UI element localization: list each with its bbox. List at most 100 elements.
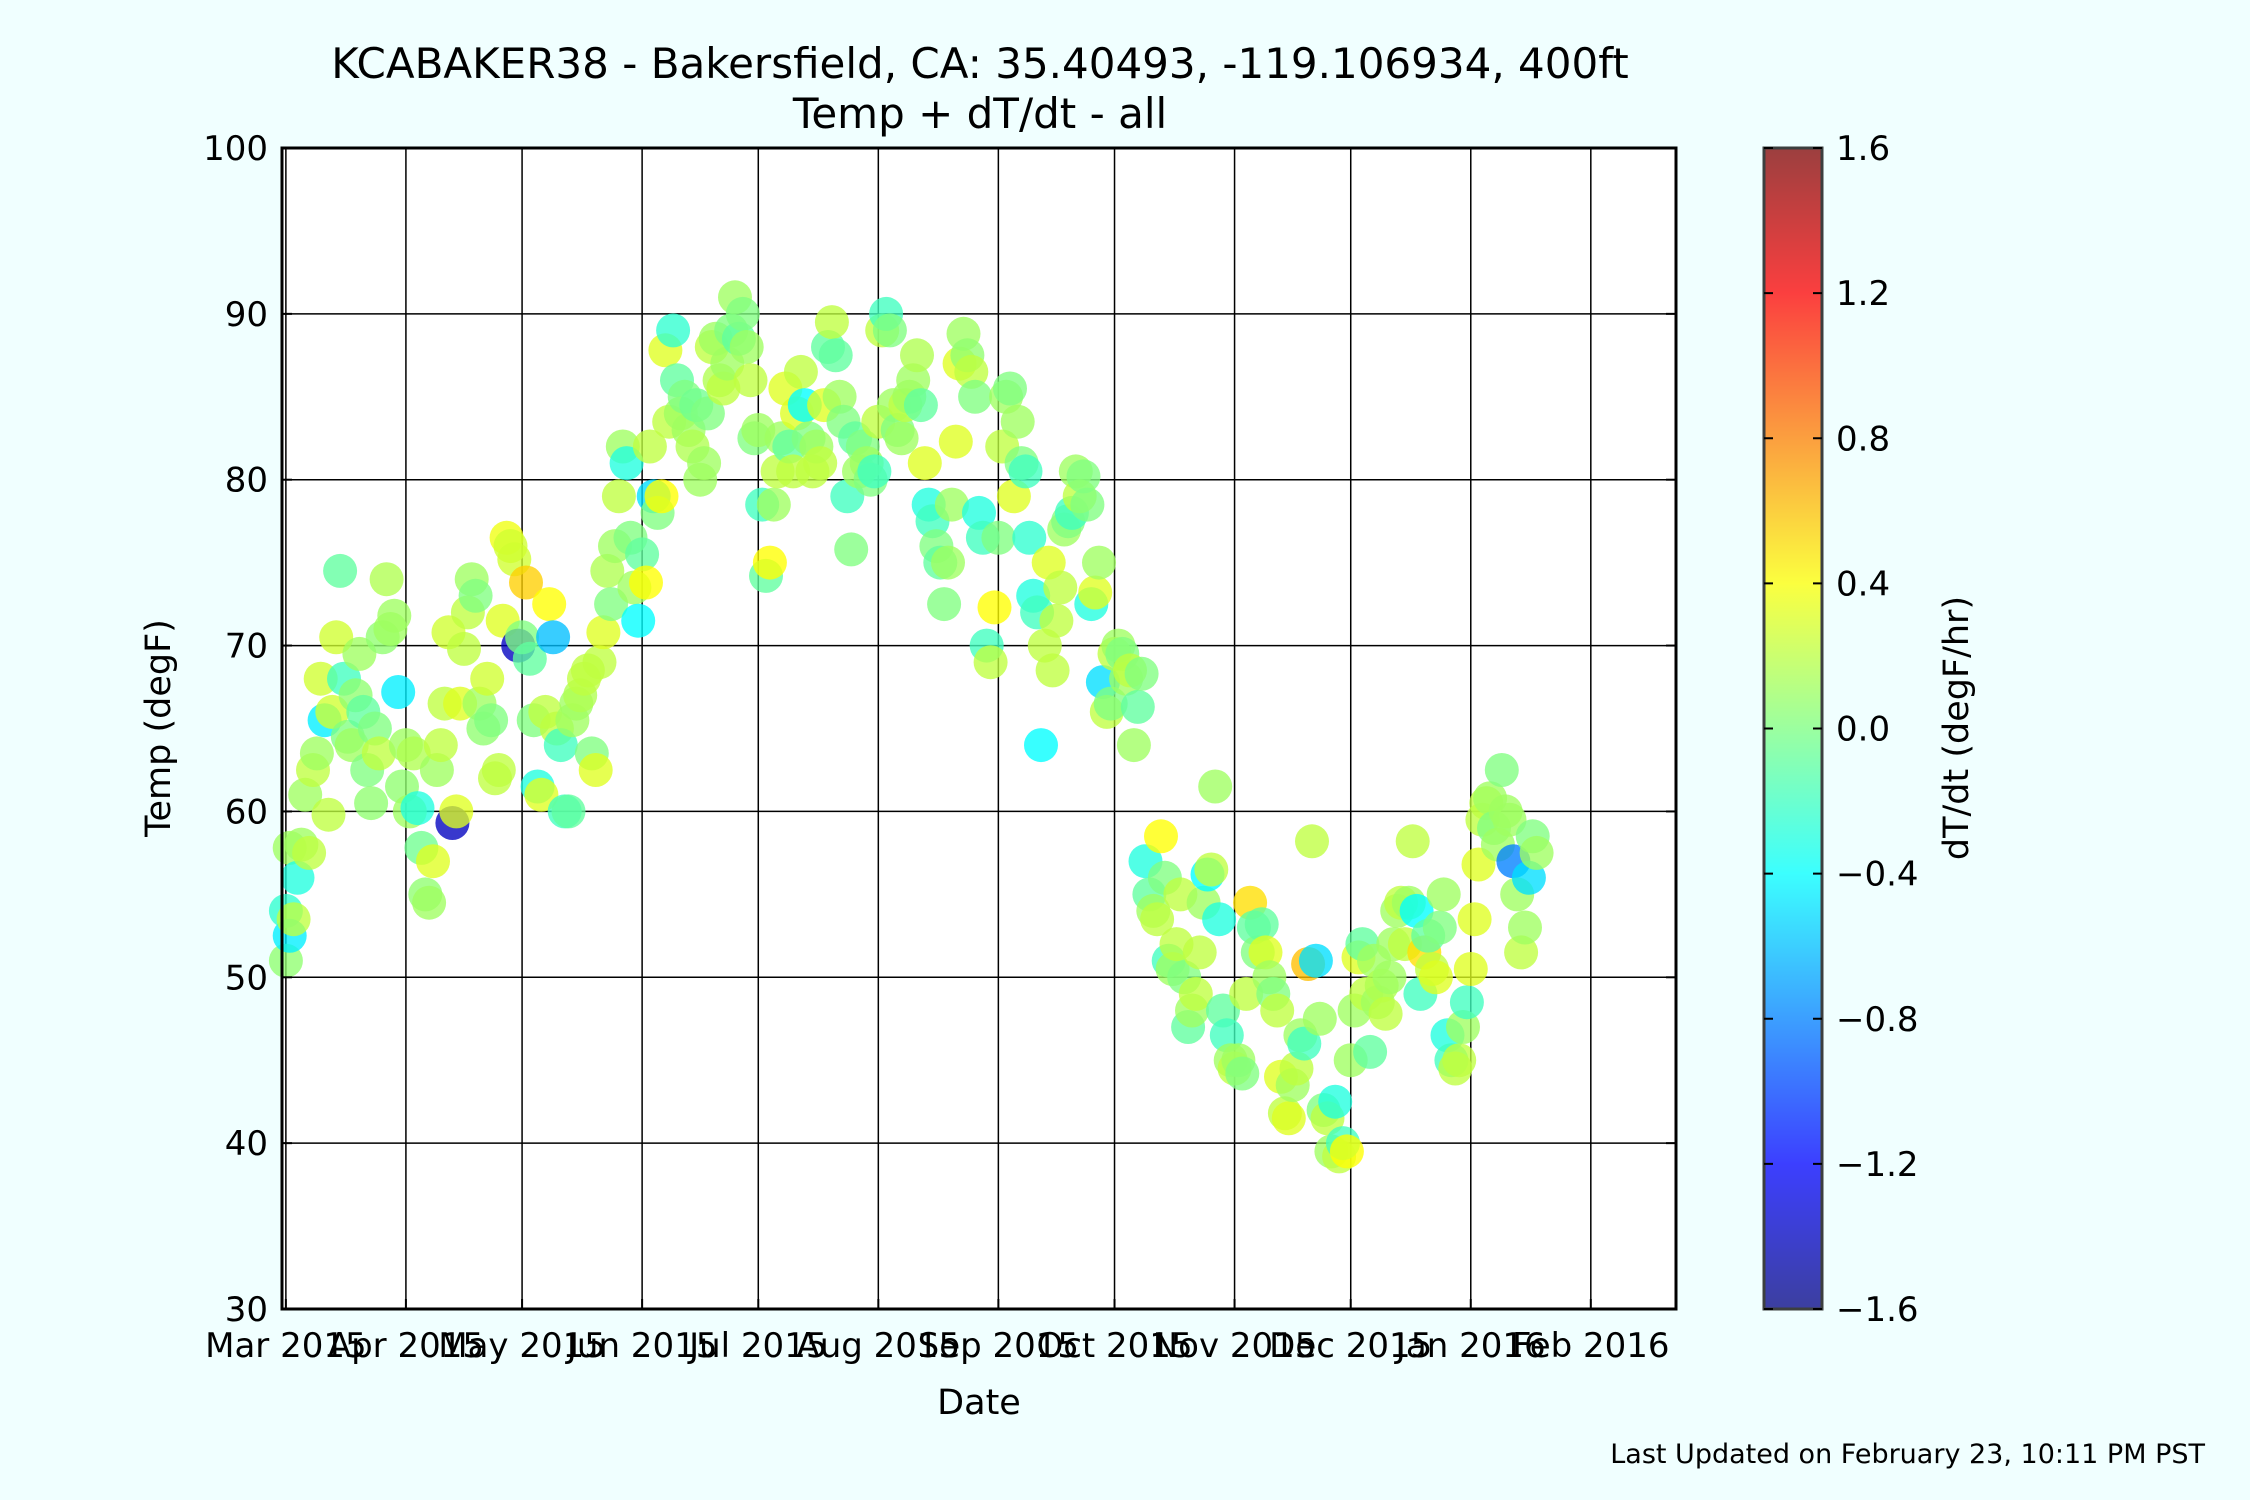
data-point (1116, 728, 1151, 763)
colorbar-tick-label: 1.6 (1836, 129, 1890, 169)
data-point (625, 537, 660, 572)
data-point (1426, 877, 1461, 912)
data-point (1043, 570, 1078, 605)
data-point (629, 565, 663, 600)
data-point (1484, 753, 1519, 787)
data-point (377, 598, 412, 633)
y-tick-label: 100 (203, 129, 268, 169)
data-point (900, 338, 934, 373)
data-point (687, 446, 722, 481)
data-point (1066, 459, 1101, 494)
data-point (1202, 902, 1237, 937)
colorbar-tick-label: 1.2 (1836, 274, 1890, 314)
data-point (1302, 1001, 1337, 1036)
y-tick-label: 80 (225, 461, 268, 501)
plot-area (282, 148, 1676, 1309)
data-point (276, 902, 311, 937)
data-point (1140, 902, 1175, 937)
data-point (1035, 653, 1070, 688)
data-point (586, 615, 621, 650)
data-point (532, 587, 567, 622)
plot-frame (280, 146, 1678, 1311)
x-tick-label: Sep 2015 (918, 1326, 1079, 1366)
data-point (1024, 728, 1058, 763)
data-point (752, 545, 787, 580)
data-point (1442, 1043, 1477, 1078)
colorbar-tick-label: 0.4 (1836, 564, 1890, 604)
data-point (1271, 1101, 1306, 1136)
x-tick-label: Aug 2015 (796, 1326, 960, 1366)
colorbar-tick-label: −0.8 (1836, 1000, 1919, 1040)
data-point (872, 313, 907, 348)
data-point (601, 479, 636, 514)
data-point (938, 424, 973, 459)
y-tick-label: 60 (225, 792, 268, 832)
data-point (1287, 1026, 1322, 1061)
data-point (311, 797, 346, 832)
data-point (381, 675, 416, 709)
data-point (834, 532, 869, 567)
y-tick-label: 30 (225, 1290, 268, 1330)
y-axis-ticks: 30 40 50 60 70 80 90 100 (203, 129, 1676, 1330)
data-point (729, 330, 764, 364)
chart-title: KCABAKER38 - Bakersfield, CA: 35.40493, … (331, 39, 1628, 88)
colorbar-tick-label: −0.4 (1836, 855, 1919, 895)
data-point (419, 753, 454, 787)
data-point (1012, 520, 1047, 555)
x-tick-label: Feb 2016 (1512, 1326, 1670, 1366)
data-point (400, 791, 435, 826)
data-point (814, 305, 849, 340)
y-axis-label: Temp (degF) (139, 619, 179, 838)
data-point (423, 728, 458, 763)
data-point (474, 703, 509, 738)
data-point (644, 479, 679, 514)
colorbar-label: dT/dt (degF/hr) (1937, 596, 1977, 860)
data-point (1504, 935, 1539, 970)
data-point (1260, 993, 1295, 1028)
data-point (818, 338, 853, 373)
data-point (973, 645, 1008, 680)
data-point (323, 553, 358, 588)
data-point (1198, 769, 1233, 804)
data-point (1298, 943, 1333, 978)
data-point (1178, 976, 1213, 1011)
data-point (977, 590, 1012, 625)
data-point (958, 379, 993, 414)
data-point (1449, 985, 1484, 1020)
x-tick-label: Dec 2015 (1269, 1326, 1432, 1366)
x-tick-label: Jan 2016 (1394, 1326, 1546, 1366)
data-point (1508, 910, 1542, 945)
data-point (412, 885, 447, 920)
data-point (292, 835, 327, 870)
data-point (512, 641, 547, 676)
data-point (1039, 603, 1074, 638)
y-tick-label: 40 (225, 1124, 268, 1164)
x-tick-label: May 2015 (438, 1326, 606, 1366)
data-point (470, 661, 505, 696)
data-point (1422, 910, 1457, 945)
data-point (481, 753, 516, 787)
data-points (268, 280, 1554, 1174)
last-updated: Last Updated on February 23, 10:11 PM PS… (1610, 1439, 2205, 1470)
data-point (803, 446, 838, 481)
data-point (1295, 824, 1329, 859)
y-tick-label: 90 (225, 295, 268, 335)
data-point (907, 446, 942, 481)
data-point (551, 794, 586, 829)
colorbar-tick-label: −1.2 (1836, 1145, 1919, 1185)
data-point (1395, 824, 1430, 859)
data-point (1078, 575, 1113, 610)
data-point (354, 786, 389, 821)
data-point (934, 487, 969, 522)
data-point (756, 487, 791, 522)
data-point (733, 363, 768, 398)
data-point (303, 661, 338, 696)
data-point (509, 565, 543, 600)
data-point (1372, 960, 1407, 995)
data-point (1329, 1134, 1364, 1169)
data-point (578, 753, 613, 787)
colorbar-ticks: −1.6 −1.2 −0.8 −0.4 0.0 0.4 0.8 1.2 1.6 (1764, 129, 1919, 1330)
data-point (1093, 686, 1128, 721)
